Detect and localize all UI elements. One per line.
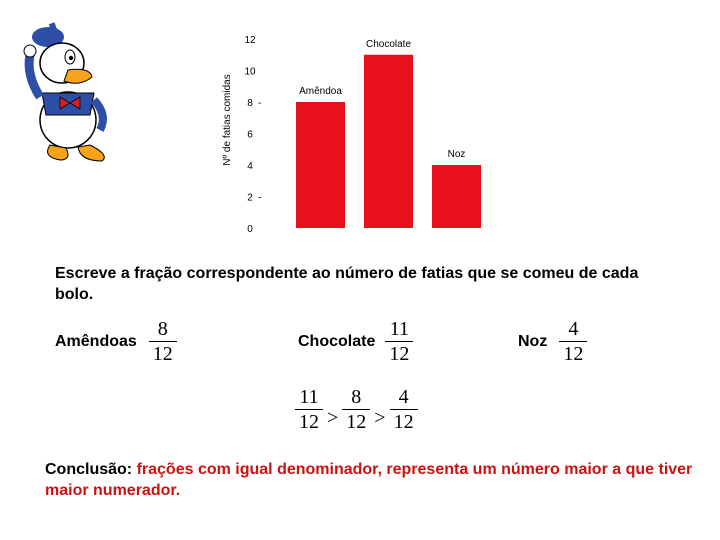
- numerator: 4: [398, 386, 409, 408]
- fraction-noz: Noz 4 12: [518, 318, 588, 365]
- greater-than-sign: >: [327, 407, 339, 429]
- comparison-fraction: 4 12: [389, 386, 418, 433]
- bar-label-1: Chocolate: [366, 39, 411, 50]
- denominator: 12: [563, 343, 584, 365]
- conclusion-body: frações com igual denominador, represent…: [45, 461, 693, 499]
- comparison-fraction: 11 12: [295, 386, 323, 433]
- bar-label-0: Amêndoa: [299, 86, 342, 97]
- fraction-label: Chocolate: [298, 332, 376, 350]
- fraction-amendoas: Amêndoas 8 12: [55, 318, 177, 365]
- bar-2: [432, 165, 481, 228]
- fraction-label: Noz: [518, 332, 548, 350]
- y-tick-label: 12: [244, 35, 256, 46]
- fraction-value: 8 12: [148, 318, 177, 365]
- y-tick-label: 10: [244, 67, 256, 78]
- denominator: 12: [389, 343, 410, 365]
- denominator: 12: [393, 411, 414, 433]
- bar-1: [364, 54, 413, 228]
- y-tick-label: 4: [247, 161, 253, 172]
- conclusion-prefix: Conclusão:: [45, 461, 133, 478]
- donald-duck-icon: [23, 22, 107, 162]
- instruction-text: Escreve a fração correspondente ao númer…: [55, 265, 639, 303]
- y-tick-label: 8: [247, 98, 253, 109]
- numerator: 8: [157, 318, 168, 340]
- y-tick-label: 0: [247, 224, 253, 235]
- y-tick-label: 6: [247, 130, 253, 141]
- fraction-comparison: 11 12 > 8 12 > 4 12: [295, 386, 418, 433]
- bar-label-2: Noz: [448, 149, 466, 160]
- conclusion-text: Conclusão: frações com igual denominador…: [45, 459, 695, 501]
- fraction-value: 4 12: [559, 318, 588, 365]
- greater-than-sign: >: [374, 407, 386, 429]
- fraction-label: Amêndoas: [55, 332, 137, 350]
- denominator: 12: [152, 343, 173, 365]
- denominator: 12: [299, 411, 319, 433]
- y-tick-mark: -: [258, 98, 261, 109]
- numerator: 11: [389, 318, 409, 340]
- fraction-value: 11 12: [385, 318, 414, 365]
- numerator: 11: [299, 386, 319, 408]
- denominator: 12: [346, 411, 367, 433]
- numerator: 4: [568, 318, 579, 340]
- y-tick-label: 2: [247, 193, 253, 204]
- numerator: 8: [351, 386, 362, 408]
- fraction-chocolate: Chocolate 11 12: [298, 318, 414, 365]
- bar-0: [296, 102, 345, 228]
- y-axis-label: Nº de fatias comidas: [222, 74, 233, 165]
- y-tick-mark: -: [258, 193, 261, 204]
- comparison-fraction: 8 12: [342, 386, 371, 433]
